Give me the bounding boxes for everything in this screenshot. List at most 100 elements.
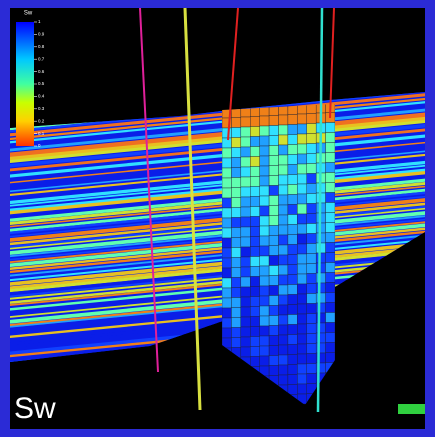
cell <box>231 178 240 188</box>
cell <box>222 198 231 208</box>
cell <box>279 185 288 195</box>
cell <box>250 177 259 187</box>
cell <box>288 195 297 205</box>
cell <box>269 316 278 326</box>
cell <box>260 196 269 206</box>
cell <box>279 315 288 325</box>
cell <box>250 217 259 227</box>
cell <box>241 167 250 177</box>
cell <box>269 266 278 276</box>
cell <box>250 257 259 267</box>
cell <box>288 275 297 285</box>
cell <box>241 237 250 247</box>
cell <box>307 364 316 374</box>
cell <box>260 116 269 126</box>
cell <box>269 336 278 346</box>
cell <box>326 303 335 313</box>
cell <box>231 198 240 208</box>
cell <box>222 268 231 278</box>
cell <box>326 273 335 283</box>
cell <box>288 135 297 145</box>
cell <box>297 314 306 324</box>
cell <box>288 235 297 245</box>
cell <box>326 163 335 173</box>
cell <box>231 298 240 308</box>
cell <box>307 114 316 124</box>
cell <box>307 164 316 174</box>
cell <box>307 324 316 334</box>
cell <box>297 294 306 304</box>
cell <box>297 384 306 394</box>
cell <box>297 304 306 314</box>
cell <box>260 256 269 266</box>
cell <box>297 244 306 254</box>
cell <box>297 344 306 354</box>
cell <box>326 293 335 303</box>
cell <box>260 356 269 366</box>
cell <box>250 297 259 307</box>
cell <box>326 133 335 143</box>
cell <box>260 226 269 236</box>
cell <box>326 223 335 233</box>
cell <box>307 304 316 314</box>
cell <box>269 286 278 296</box>
cell <box>260 186 269 196</box>
cell <box>288 215 297 225</box>
cell <box>316 313 325 323</box>
cell <box>269 246 278 256</box>
cell <box>307 214 316 224</box>
cell <box>288 225 297 235</box>
cell <box>269 126 278 136</box>
cell <box>222 168 231 178</box>
cell <box>288 145 297 155</box>
cell <box>279 305 288 315</box>
cell <box>288 285 297 295</box>
cell <box>307 334 316 344</box>
cell <box>260 276 269 286</box>
cell <box>222 138 231 148</box>
cell <box>297 364 306 374</box>
cell <box>231 168 240 178</box>
cell <box>307 134 316 144</box>
cell <box>279 295 288 305</box>
cell <box>297 164 306 174</box>
cell <box>279 125 288 135</box>
cell <box>326 193 335 203</box>
cell <box>269 276 278 286</box>
cell <box>250 357 259 367</box>
cell <box>307 254 316 264</box>
cell <box>241 127 250 137</box>
cell <box>279 235 288 245</box>
cell <box>279 215 288 225</box>
colorbar-tick-label: 0.7 <box>38 56 45 61</box>
cell <box>288 365 297 375</box>
cell <box>326 323 335 333</box>
cell <box>231 188 240 198</box>
cell <box>231 228 240 238</box>
cell <box>269 226 278 236</box>
cell <box>297 124 306 134</box>
cell <box>241 217 250 227</box>
cell <box>222 128 231 138</box>
cell <box>269 306 278 316</box>
cell <box>316 293 325 303</box>
property-label: Sw <box>14 392 56 425</box>
cell <box>241 227 250 237</box>
cell <box>231 208 240 218</box>
cell <box>222 328 231 338</box>
cell <box>326 153 335 163</box>
cell <box>260 266 269 276</box>
cell <box>297 354 306 364</box>
cell <box>231 308 240 318</box>
cell <box>307 184 316 194</box>
colorbar-tick-label: 0.2 <box>38 118 45 123</box>
cell <box>269 156 278 166</box>
cell <box>250 187 259 197</box>
cell <box>269 136 278 146</box>
cell <box>250 267 259 277</box>
cell <box>260 216 269 226</box>
cell <box>241 297 250 307</box>
cell <box>279 325 288 335</box>
cell <box>326 343 335 353</box>
cell <box>279 245 288 255</box>
